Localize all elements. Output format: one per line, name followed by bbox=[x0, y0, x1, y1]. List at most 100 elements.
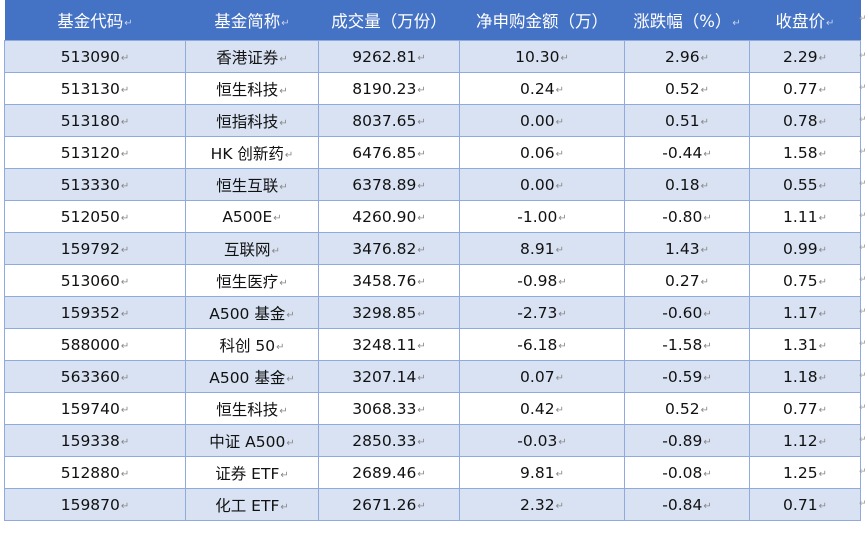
cell-net-purchase[interactable]: 0.06↵ bbox=[459, 136, 625, 169]
cell-net-purchase[interactable]: -0.98↵ bbox=[459, 264, 625, 297]
cell-net-purchase[interactable]: 2.32↵ bbox=[459, 488, 625, 521]
cell-fund-name[interactable]: 香港证券↵ bbox=[185, 40, 319, 73]
header-fund-name[interactable]: 基金简称↵ bbox=[185, 0, 319, 41]
cell-change-pct[interactable]: -0.84↵ bbox=[624, 488, 750, 521]
cell-fund-code[interactable]: 159352↵ bbox=[4, 296, 186, 329]
cell-change-pct[interactable]: -0.80↵ bbox=[624, 200, 750, 233]
cell-close-price[interactable]: 1.58↵ bbox=[749, 136, 861, 169]
cell-fund-name[interactable]: 化工 ETF↵ bbox=[185, 488, 319, 521]
cell-volume[interactable]: 2671.26↵ bbox=[318, 488, 460, 521]
cell-net-purchase[interactable]: -0.03↵ bbox=[459, 424, 625, 457]
cell-fund-name[interactable]: 恒生科技↵ bbox=[185, 72, 319, 105]
cell-volume[interactable]: 2850.33↵ bbox=[318, 424, 460, 457]
cell-fund-code[interactable]: 512050↵ bbox=[4, 200, 186, 233]
cell-fund-code[interactable]: 513180↵ bbox=[4, 104, 186, 137]
cell-close-price[interactable]: 0.71↵ bbox=[749, 488, 861, 521]
cell-fund-code[interactable]: 159792↵ bbox=[4, 232, 186, 265]
cell-fund-code[interactable]: 159338↵ bbox=[4, 424, 186, 457]
cell-change-pct[interactable]: 0.52↵ bbox=[624, 392, 750, 425]
cell-fund-name[interactable]: 恒生互联↵ bbox=[185, 168, 319, 201]
cell-fund-code[interactable]: 563360↵ bbox=[4, 360, 186, 393]
cell-text: A500 基金 bbox=[209, 304, 286, 323]
cell-net-purchase[interactable]: -1.00↵ bbox=[459, 200, 625, 233]
cell-volume[interactable]: 3068.33↵ bbox=[318, 392, 460, 425]
cell-close-price[interactable]: 1.17↵ bbox=[749, 296, 861, 329]
cell-net-purchase[interactable]: 8.91↵ bbox=[459, 232, 625, 265]
cell-net-purchase[interactable]: 10.30↵ bbox=[459, 40, 625, 73]
cell-change-pct[interactable]: 1.43↵ bbox=[624, 232, 750, 265]
cell-fund-code[interactable]: 159740↵ bbox=[4, 392, 186, 425]
cell-net-purchase[interactable]: 0.24↵ bbox=[459, 72, 625, 105]
cell-volume[interactable]: 3476.82↵ bbox=[318, 232, 460, 265]
cell-fund-code[interactable]: 513130↵ bbox=[4, 72, 186, 105]
cell-fund-name[interactable]: 中证 A500↵ bbox=[185, 424, 319, 457]
cell-change-pct[interactable]: -0.60↵ bbox=[624, 296, 750, 329]
cell-volume[interactable]: 9262.81↵ bbox=[318, 40, 460, 73]
cell-close-price[interactable]: 1.18↵ bbox=[749, 360, 861, 393]
cell-change-pct[interactable]: -0.59↵ bbox=[624, 360, 750, 393]
cell-volume[interactable]: 6378.89↵ bbox=[318, 168, 460, 201]
cell-change-pct[interactable]: -0.08↵ bbox=[624, 456, 750, 489]
return-arrow-icon: ↵ bbox=[120, 84, 130, 96]
cell-net-purchase[interactable]: 0.42↵ bbox=[459, 392, 625, 425]
cell-volume[interactable]: 3207.14↵ bbox=[318, 360, 460, 393]
cell-fund-name[interactable]: 科创 50↵ bbox=[185, 328, 319, 361]
cell-close-price[interactable]: 0.55↵ bbox=[749, 168, 861, 201]
cell-fund-code[interactable]: 588000↵ bbox=[4, 328, 186, 361]
cell-net-purchase[interactable]: -6.18↵ bbox=[459, 328, 625, 361]
cell-change-pct[interactable]: 0.52↵ bbox=[624, 72, 750, 105]
cell-volume[interactable]: 2689.46↵ bbox=[318, 456, 460, 489]
cell-fund-code[interactable]: 512880↵ bbox=[4, 456, 186, 489]
cell-volume[interactable]: 4260.90↵ bbox=[318, 200, 460, 233]
header-net-purchase[interactable]: 净申购金额（万） bbox=[459, 0, 625, 41]
cell-volume[interactable]: 3298.85↵ bbox=[318, 296, 460, 329]
cell-volume[interactable]: 3248.11↵ bbox=[318, 328, 460, 361]
cell-volume[interactable]: 3458.76↵ bbox=[318, 264, 460, 297]
cell-fund-name[interactable]: 恒指科技↵ bbox=[185, 104, 319, 137]
cell-close-price[interactable]: 1.11↵ bbox=[749, 200, 861, 233]
cell-fund-code[interactable]: 513120↵ bbox=[4, 136, 186, 169]
cell-fund-code[interactable]: 513090↵ bbox=[4, 40, 186, 73]
cell-fund-name[interactable]: 证券 ETF↵ bbox=[185, 456, 319, 489]
cell-change-pct[interactable]: -0.89↵ bbox=[624, 424, 750, 457]
cell-fund-code[interactable]: 159870↵ bbox=[4, 488, 186, 521]
cell-volume[interactable]: 6476.85↵ bbox=[318, 136, 460, 169]
cell-fund-name[interactable]: 互联网↵ bbox=[185, 232, 319, 265]
cell-close-price[interactable]: 0.99↵ bbox=[749, 232, 861, 265]
cell-close-price[interactable]: 1.12↵ bbox=[749, 424, 861, 457]
cell-fund-name[interactable]: A500 基金↵ bbox=[185, 296, 319, 329]
cell-fund-name[interactable]: A500 基金↵ bbox=[185, 360, 319, 393]
cell-net-purchase[interactable]: 0.00↵ bbox=[459, 168, 625, 201]
cell-change-pct[interactable]: 2.96↵ bbox=[624, 40, 750, 73]
cell-change-pct[interactable]: -0.44↵ bbox=[624, 136, 750, 169]
cell-change-pct[interactable]: 0.51↵ bbox=[624, 104, 750, 137]
header-close-price[interactable]: 收盘价↵ bbox=[749, 0, 861, 41]
cell-net-purchase[interactable]: 9.81↵ bbox=[459, 456, 625, 489]
cell-change-pct[interactable]: -1.58↵ bbox=[624, 328, 750, 361]
cell-change-pct[interactable]: 0.18↵ bbox=[624, 168, 750, 201]
cell-fund-code[interactable]: 513330↵ bbox=[4, 168, 186, 201]
cell-close-price[interactable]: 0.78↵ bbox=[749, 104, 861, 137]
cell-close-price[interactable]: 1.31↵ bbox=[749, 328, 861, 361]
header-change-pct[interactable]: 涨跌幅（%）↵ bbox=[624, 0, 750, 41]
cell-change-pct[interactable]: 0.27↵ bbox=[624, 264, 750, 297]
header-fund-code[interactable]: 基金代码↵ bbox=[4, 0, 186, 41]
cell-fund-name[interactable]: A500E↵ bbox=[185, 200, 319, 233]
cell-fund-name[interactable]: 恒生医疗↵ bbox=[185, 264, 319, 297]
return-arrow-icon: ↵ bbox=[120, 52, 130, 64]
cell-close-price[interactable]: 1.25↵ bbox=[749, 456, 861, 489]
cell-net-purchase[interactable]: -2.73↵ bbox=[459, 296, 625, 329]
cell-net-purchase[interactable]: 0.00↵ bbox=[459, 104, 625, 137]
cell-net-purchase[interactable]: 0.07↵ bbox=[459, 360, 625, 393]
table-row: 513330↵ 恒生互联↵ 6378.89↵ 0.00↵ 0.18↵ 0.55↵ bbox=[4, 168, 861, 201]
cell-close-price[interactable]: 0.75↵ bbox=[749, 264, 861, 297]
cell-volume[interactable]: 8190.23↵ bbox=[318, 72, 460, 105]
cell-close-price[interactable]: 0.77↵ bbox=[749, 392, 861, 425]
header-volume[interactable]: 成交量（万份） bbox=[318, 0, 460, 41]
cell-fund-code[interactable]: 513060↵ bbox=[4, 264, 186, 297]
cell-volume[interactable]: 8037.65↵ bbox=[318, 104, 460, 137]
cell-fund-name[interactable]: HK 创新药↵ bbox=[185, 136, 319, 169]
cell-close-price[interactable]: 0.77↵ bbox=[749, 72, 861, 105]
cell-fund-name[interactable]: 恒生科技↵ bbox=[185, 392, 319, 425]
cell-close-price[interactable]: 2.29↵ bbox=[749, 40, 861, 73]
